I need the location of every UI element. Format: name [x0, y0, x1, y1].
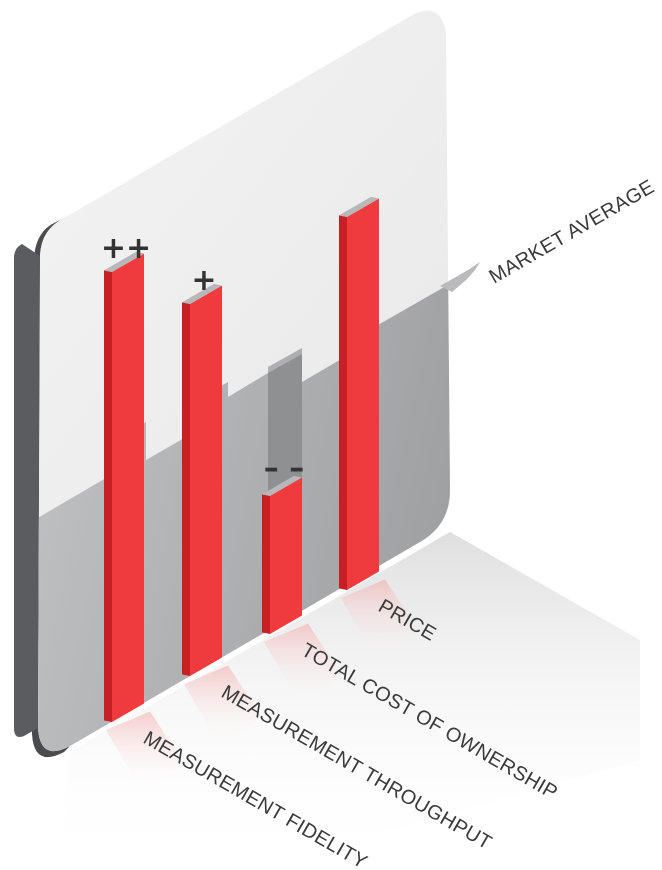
bar-2	[190, 285, 222, 676]
bar-1	[112, 253, 144, 722]
market-average-tab	[440, 262, 480, 292]
rating-marker-3: – –	[264, 451, 304, 486]
bar-cap-4	[339, 196, 379, 217]
panel-edge-light	[14, 244, 40, 737]
market-average-label: MARKET AVERAGE	[486, 176, 659, 288]
bar-glow	[106, 711, 184, 792]
bar-side-4	[339, 215, 347, 590]
bar-side-1	[104, 270, 112, 722]
bar-cap-3	[262, 475, 302, 496]
bar-4	[347, 198, 379, 590]
bars-group	[104, 196, 379, 722]
bar-glows	[106, 579, 419, 792]
bar-cap-2	[182, 283, 222, 304]
floor-shadow	[60, 532, 640, 870]
rating-markers: +++– –	[101, 231, 304, 486]
bar-3	[270, 477, 302, 634]
bar-glow	[264, 623, 342, 704]
bar-side-2	[182, 302, 190, 676]
bar-cap-1	[104, 251, 144, 272]
bar-side-3	[262, 494, 270, 634]
rating-marker-2: +	[191, 263, 216, 298]
bar-glow	[341, 579, 419, 660]
rating-marker-1: ++	[101, 231, 151, 266]
bar-glow	[184, 665, 262, 746]
